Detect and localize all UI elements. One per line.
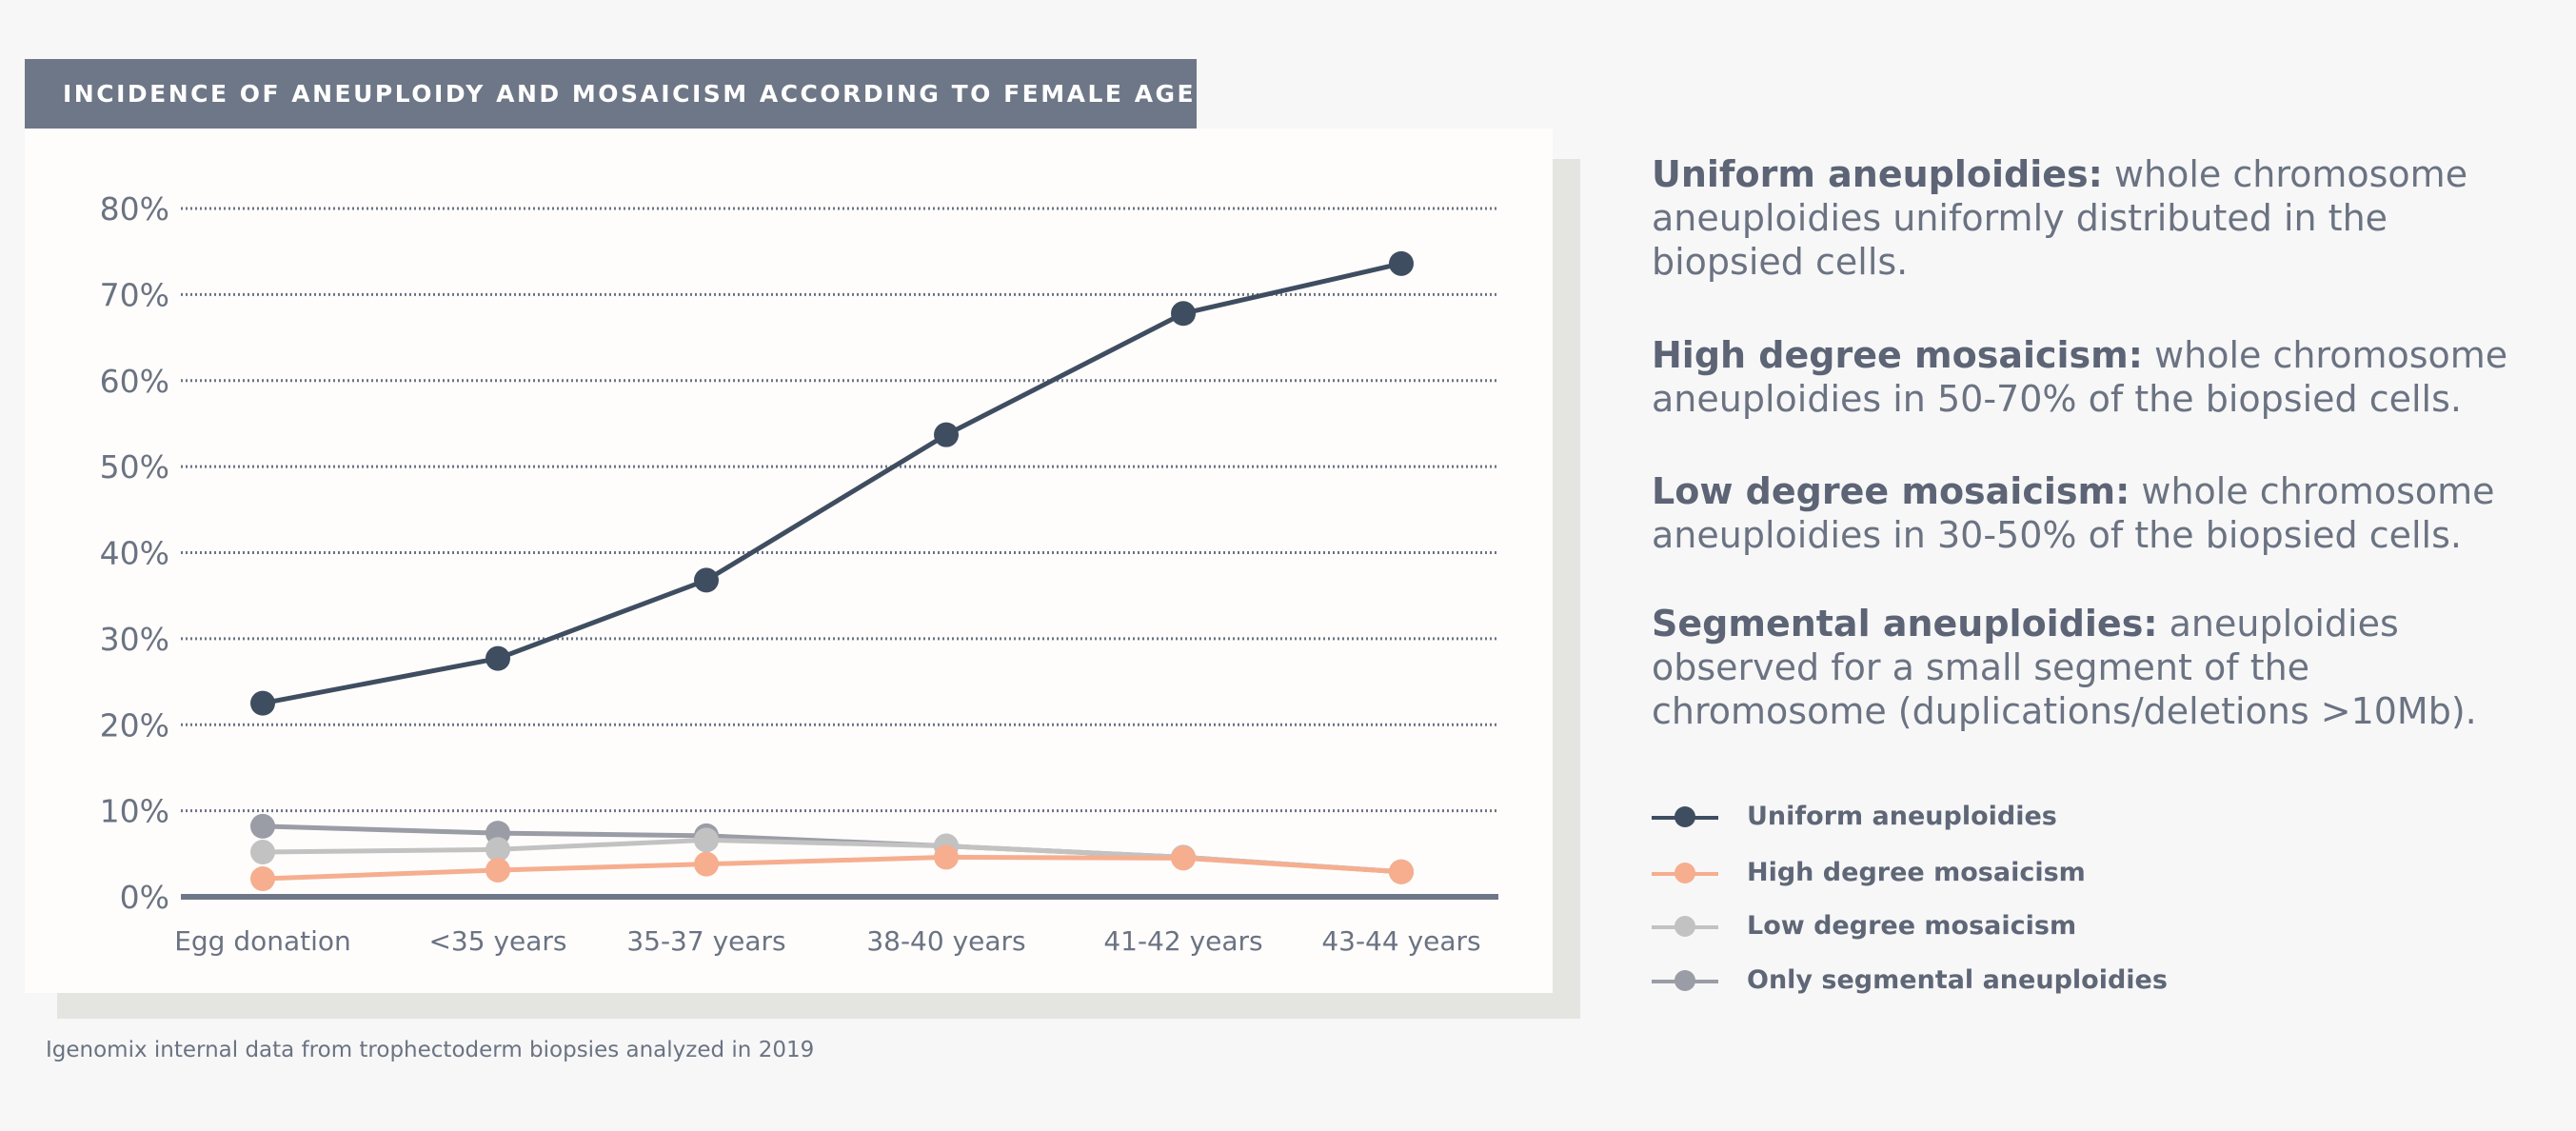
legend-label: High degree mosaicism (1747, 858, 2086, 887)
data-point (694, 851, 719, 877)
definition-text: aneuploidies observed for a small segmen… (1652, 603, 2477, 732)
x-tick-label: 38-40 years (866, 925, 1025, 957)
definition-text: whole chromosome aneuploidies in 50-70% … (1652, 334, 2508, 420)
y-tick-label: 80% (100, 190, 169, 228)
y-tick-label: 20% (100, 706, 169, 744)
x-tick-label: 43-44 years (1321, 925, 1480, 957)
series-line (262, 837, 1402, 875)
legend-marker (1674, 806, 1695, 827)
data-point (1171, 845, 1196, 871)
x-tick-label: 35-37 years (626, 925, 785, 957)
definition-term: Uniform aneuploidies: (1652, 153, 2103, 195)
footnote: Igenomix internal data from trophectoder… (46, 1038, 815, 1062)
data-point (250, 866, 275, 892)
definition-term: High degree mosaicism: (1652, 334, 2143, 376)
data-point (250, 690, 275, 716)
data-point (250, 840, 275, 865)
y-tick-label: 50% (100, 448, 169, 486)
data-point (934, 844, 959, 870)
y-tick-label: 40% (100, 535, 169, 572)
data-point (485, 645, 510, 671)
legend-marker (1674, 916, 1695, 937)
series-line (262, 261, 1402, 706)
line-chart: 0% 10% 20% 30% 40% 50% 60% 70% 80% Egg donation <3… (100, 190, 1498, 957)
data-point (485, 837, 510, 863)
definition-low-mosaicism: Low degree mosaicism: whole chromosome a… (1652, 469, 2546, 557)
x-tick-label: Egg donation (174, 925, 351, 957)
chart-panel (25, 129, 1553, 993)
y-tick-label: 70% (100, 276, 169, 313)
data-point (694, 567, 719, 593)
definition-text: whole chromosome aneuploidies uniformly … (1652, 153, 2468, 283)
legend-marker (1674, 970, 1695, 991)
x-tick-label: <35 years (428, 925, 566, 957)
data-point (250, 813, 275, 839)
legend-label: Only segmental aneuploidies (1747, 965, 2168, 995)
legend-label: Uniform aneuploidies (1747, 802, 2057, 831)
y-tick-label: 10% (100, 793, 169, 830)
definition-segmental: Segmental aneuploidies: aneuploidies obs… (1652, 602, 2546, 733)
data-point (694, 827, 719, 853)
definition-term: Segmental aneuploidies: (1652, 603, 2158, 645)
data-point (934, 422, 959, 447)
definition-uniform: Uniform aneuploidies: whole chromosome a… (1652, 152, 2546, 284)
definition-term: Low degree mosaicism: (1652, 470, 2130, 512)
data-point (1171, 301, 1196, 327)
legend-label: Low degree mosaicism (1747, 911, 2077, 941)
chart-title: INCIDENCE OF ANEUPLOIDY AND MOSAICISM AC… (25, 59, 1197, 129)
series-line (262, 854, 1402, 882)
data-point (485, 857, 510, 883)
x-tick-label: 41-42 years (1103, 925, 1262, 957)
definition-high-mosaicism: High degree mosaicism: whole chromosome … (1652, 333, 2546, 421)
legend-marker (1674, 863, 1695, 883)
data-point (1389, 250, 1414, 276)
y-tick-label: 60% (100, 363, 169, 400)
y-tick-label: 0% (120, 879, 169, 916)
y-tick-label: 30% (100, 621, 169, 658)
data-point (1389, 859, 1414, 884)
definition-text: whole chromosome aneuploidies in 30-50% … (1652, 470, 2495, 556)
